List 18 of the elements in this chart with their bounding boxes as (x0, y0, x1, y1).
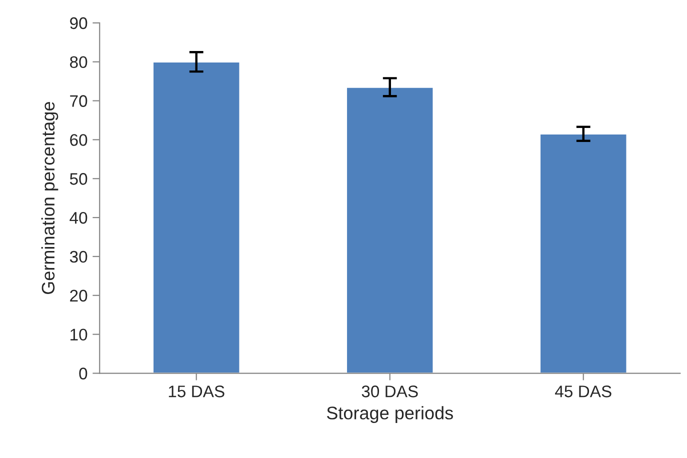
y-tick-label: 90 (70, 17, 88, 30)
x-tick-label: 45 DAS (555, 386, 612, 398)
x-tick-label: 15 DAS (168, 386, 224, 398)
bar (539, 133, 628, 374)
x-axis-title: Storage periods (326, 406, 453, 423)
y-tick-label: 50 (70, 173, 88, 185)
x-tick-label: 30 DAS (362, 386, 418, 398)
y-tick-label: 40 (70, 212, 88, 224)
y-tick-label: 30 (70, 250, 88, 263)
y-tick-label: 80 (70, 56, 88, 68)
y-tick-label: 10 (70, 328, 88, 341)
bar (152, 61, 241, 374)
bar (346, 86, 434, 374)
y-tick-label: 20 (70, 290, 88, 302)
y-tick-label: 0 (79, 368, 88, 380)
y-axis-title: Germination percentage (41, 102, 58, 294)
y-tick-label: 60 (70, 134, 88, 146)
y-tick-label: 70 (70, 95, 88, 107)
